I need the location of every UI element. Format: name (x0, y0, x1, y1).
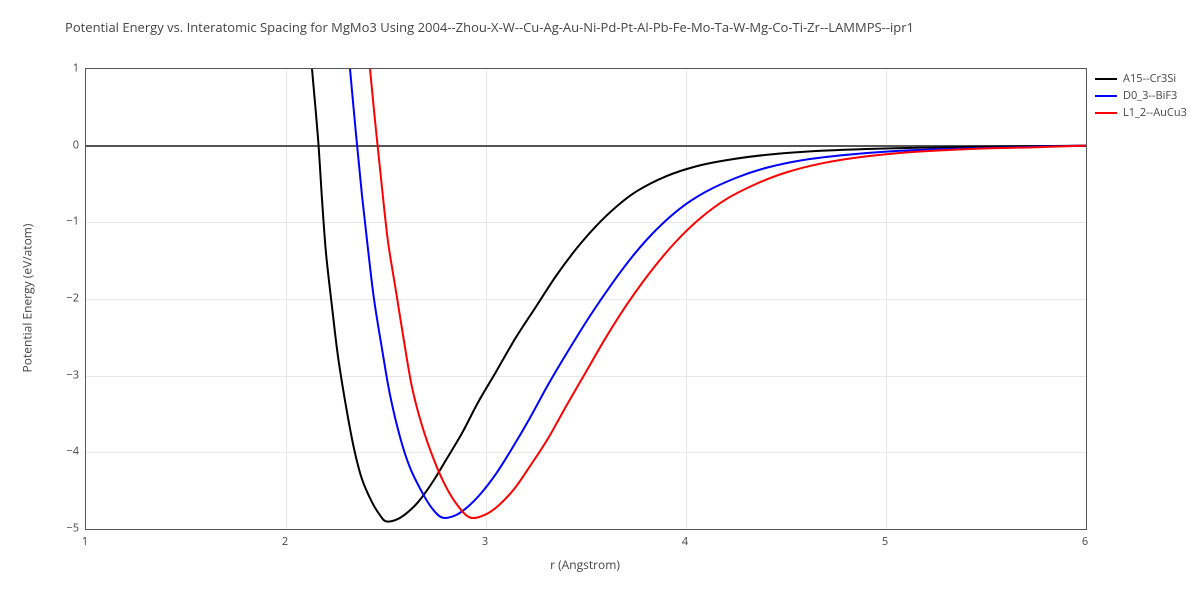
y-tick: 0 (57, 137, 79, 152)
y-tick: 1 (57, 61, 79, 76)
y-axis-label: Potential Energy (eV/atom) (19, 224, 36, 373)
legend-item-1[interactable]: D0_3--BiF3 (1095, 87, 1187, 104)
legend-item-2[interactable]: L1_2--AuCu3 (1095, 104, 1187, 121)
potential-energy-chart: Potential Energy vs. Interatomic Spacing… (0, 0, 1200, 600)
legend[interactable]: A15--Cr3Si D0_3--BiF3 L1_2--AuCu3 (1095, 70, 1187, 121)
x-axis-label: r (Angstrom) (550, 556, 620, 573)
x-tick: 3 (482, 534, 488, 549)
y-tick: −5 (57, 521, 79, 536)
legend-swatch-icon (1095, 95, 1117, 97)
x-tick: 1 (82, 534, 88, 549)
x-tick: 6 (1082, 534, 1088, 549)
x-tick: 5 (882, 534, 888, 549)
series-1[interactable] (350, 69, 1086, 518)
y-tick: −3 (57, 367, 79, 382)
plot-area[interactable] (85, 68, 1087, 530)
legend-swatch-icon (1095, 112, 1117, 114)
series-2[interactable] (370, 69, 1086, 518)
x-tick: 2 (282, 534, 288, 549)
y-tick: −2 (57, 291, 79, 306)
chart-title: Potential Energy vs. Interatomic Spacing… (65, 18, 914, 36)
legend-item-0[interactable]: A15--Cr3Si (1095, 70, 1187, 87)
legend-label: A15--Cr3Si (1123, 71, 1176, 86)
y-tick: −1 (57, 214, 79, 229)
legend-label: L1_2--AuCu3 (1123, 105, 1187, 120)
x-tick: 4 (682, 534, 688, 549)
y-tick: −4 (57, 444, 79, 459)
legend-label: D0_3--BiF3 (1123, 88, 1177, 103)
series-0[interactable] (312, 69, 1086, 522)
curves-layer (86, 69, 1086, 529)
legend-swatch-icon (1095, 78, 1117, 80)
